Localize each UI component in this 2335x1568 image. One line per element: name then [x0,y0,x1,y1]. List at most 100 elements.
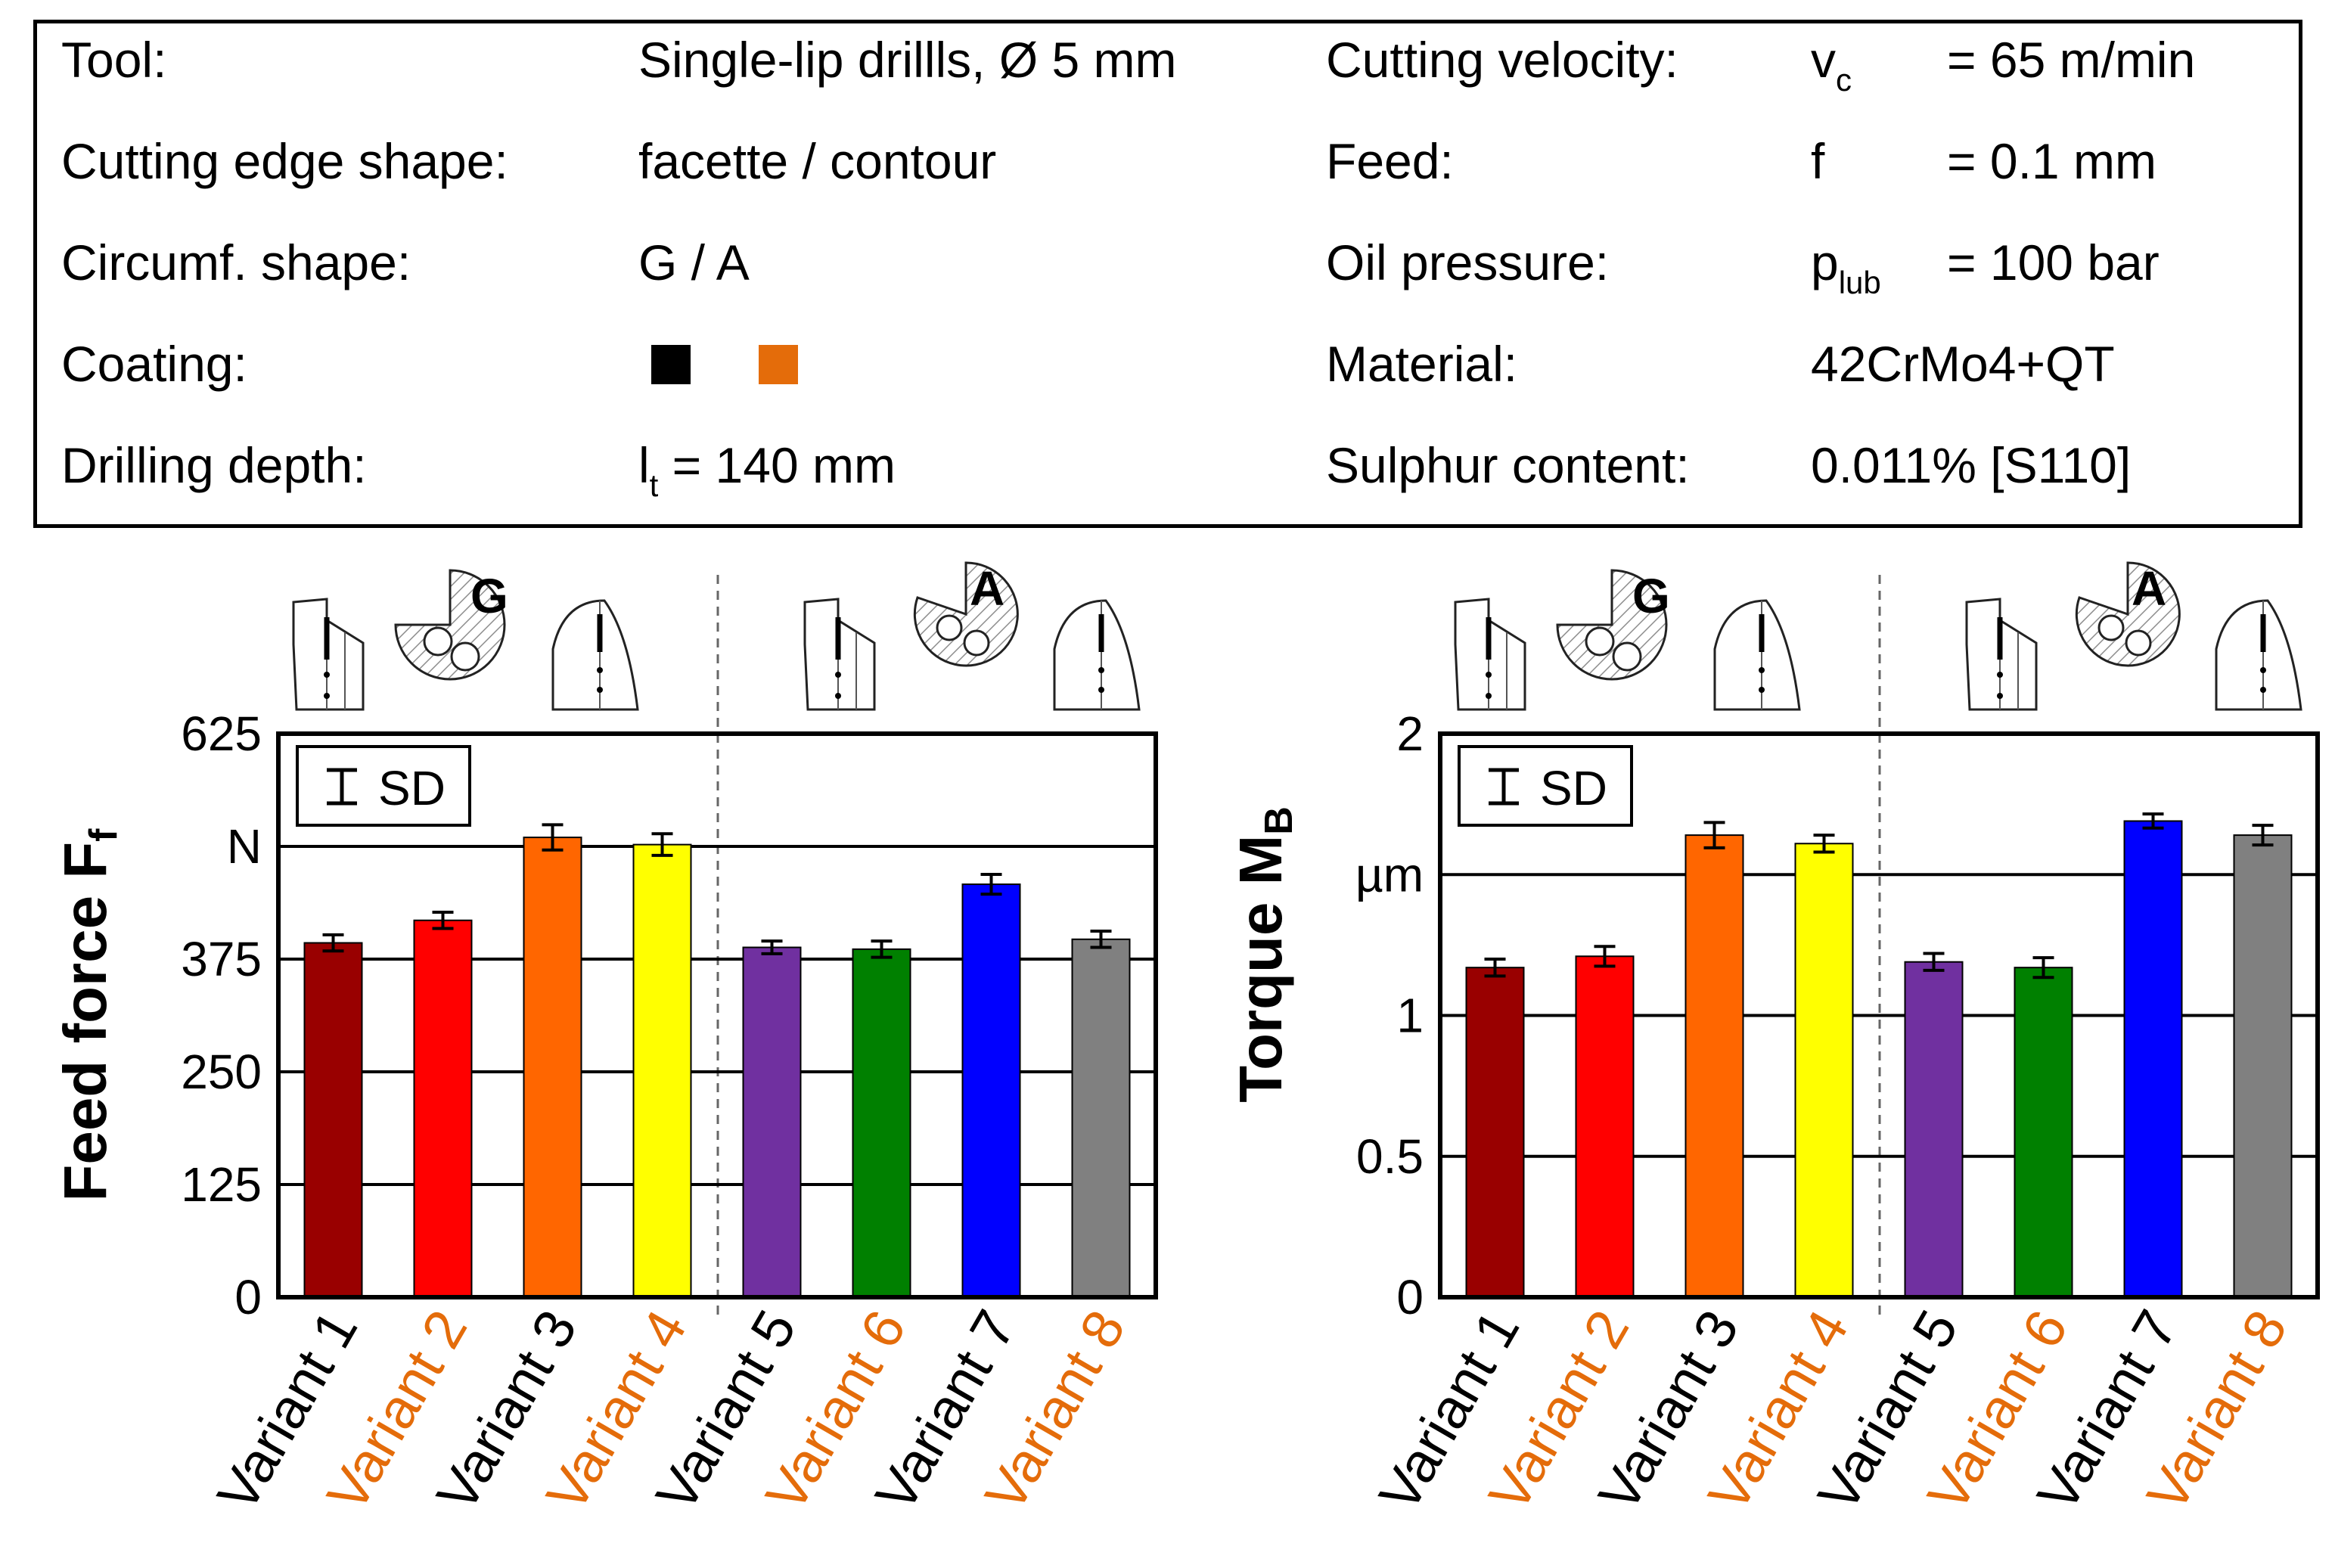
param-symbol-vc: vc [1811,32,1852,98]
contour-tool-icon [1054,601,1139,709]
error-bar-variant-5 [1923,952,1945,972]
error-bar-variant-4 [1813,834,1835,854]
sd-legend-label: SD [1540,761,1607,815]
param-label-drilling-depth: Drilling depth: [61,437,367,493]
param-value-feed: = 0.1 mm [1947,133,2156,189]
facette-tool-icon [1455,599,1525,709]
bar-variant-5 [742,946,802,1299]
bar-variant-4 [632,843,692,1298]
param-value-material: 42CrMo4+QT [1811,336,2115,392]
error-bar-variant-6 [2032,956,2054,980]
coating-legend [651,334,804,394]
parameter-table: Tool: Cutting edge shape: Circumf. shape… [33,20,2302,528]
sd-legend: SD [296,745,471,827]
param-value-cutting-velocity: = 65 m/min [1947,32,2196,88]
error-bar-variant-1 [322,933,344,953]
bar-variant-3 [1684,834,1744,1298]
error-bar-variant-1 [1484,958,1506,978]
y-tick-label: µm [1355,847,1424,902]
bar-variant-6 [852,948,911,1298]
contour-tool-icon [1715,601,1799,709]
y-tick-label: 0 [234,1270,262,1324]
tool-icons-feed-force: G A [293,561,1139,709]
param-label-tool: Tool: [61,32,167,88]
param-symbol-plub: plub [1811,234,1881,300]
bar-variant-8 [2233,834,2293,1298]
group-label-a: A [2132,561,2166,616]
group-label-g: G [1632,569,1670,623]
param-value-drilling-depth: lt = 140 mm [638,437,896,503]
y-tick-label: 625 [181,706,262,761]
y-tick-label: 0.5 [1356,1129,1424,1184]
group-label-g: G [470,569,508,623]
error-bar-variant-7 [980,872,1002,896]
bar-variant-6 [2014,967,2073,1299]
feed-force-plot-frame [276,731,1158,1299]
y-tick-label: 125 [181,1157,262,1212]
group-label-a: A [970,561,1004,616]
torque-bars [1465,812,2293,1299]
sd-legend-label: SD [378,761,446,815]
torque-plot-frame [1438,731,2320,1299]
param-label-coating: Coating: [61,336,247,392]
error-bar-variant-3 [542,823,564,852]
feed-force-bars [303,823,1131,1299]
param-value-sulphur: 0.011% [S110] [1811,437,2132,493]
error-bar-variant-4 [651,832,673,857]
error-bar-variant-2 [1594,945,1616,968]
facette-tool-icon [1967,599,2036,709]
param-label-material: Material: [1326,336,1518,392]
param-label-circumf-shape: Circumf. shape: [61,234,411,290]
y-tick-label: N [227,819,262,874]
param-label-sulphur: Sulphur content: [1326,437,1690,493]
error-bar-variant-6 [871,939,893,959]
facette-tool-icon [805,599,874,709]
y-tick-label: 250 [181,1045,262,1099]
param-label-feed: Feed: [1326,133,1454,189]
sd-legend: SD [1458,745,1633,827]
param-symbol-f: f [1811,133,1825,189]
y-tick-label: 375 [181,932,262,986]
param-value-oil-pressure: = 100 bar [1947,234,2160,290]
bar-variant-3 [523,837,582,1298]
tool-icons-torque: G A [1455,561,2301,709]
error-bar-variant-8 [2252,824,2274,847]
bar-variant-1 [1465,967,1525,1299]
param-value-circumf-shape: G / A [638,234,750,290]
bar-variant-1 [303,942,363,1298]
feed-force-y-axis-label: Feed force Ff [51,828,126,1202]
param-label-edge-shape: Cutting edge shape: [61,133,508,189]
y-tick-label: 1 [1396,989,1424,1043]
contour-tool-icon [2216,601,2301,709]
error-bar-variant-5 [761,939,783,955]
bar-variant-8 [1071,938,1131,1298]
feed-force-y-ticks: 0 125 250 375 N 625 [181,706,262,1324]
y-tick-label: 0 [1396,1270,1424,1324]
y-tick-label: 2 [1396,706,1424,761]
error-bar-variant-2 [432,911,454,930]
facette-tool-icon [293,599,363,709]
bar-variant-7 [961,883,1021,1298]
altin-swatch [651,345,691,384]
bar-variant-7 [2123,820,2183,1298]
param-label-cutting-velocity: Cutting velocity: [1326,32,1678,88]
bar-variant-2 [413,919,473,1299]
torque-y-axis-label: Torque MB [1227,806,1301,1103]
bar-variant-5 [1904,961,1964,1298]
param-value-edge-shape: facette / contour [638,133,997,189]
error-bar-variant-7 [2142,812,2164,830]
bar-variant-4 [1794,843,1854,1298]
contour-tool-icon [553,601,638,709]
torque-y-ticks: 0 0.5 1 µm 2 [1355,706,1424,1324]
param-label-oil-pressure: Oil pressure: [1326,234,1610,290]
bar-variant-2 [1575,955,1635,1299]
error-bar-variant-8 [1090,930,1112,949]
tin-swatch [759,345,799,384]
error-bar-variant-3 [1703,821,1725,849]
param-value-tool: Single-lip drillls, Ø 5 mm [638,32,1177,88]
